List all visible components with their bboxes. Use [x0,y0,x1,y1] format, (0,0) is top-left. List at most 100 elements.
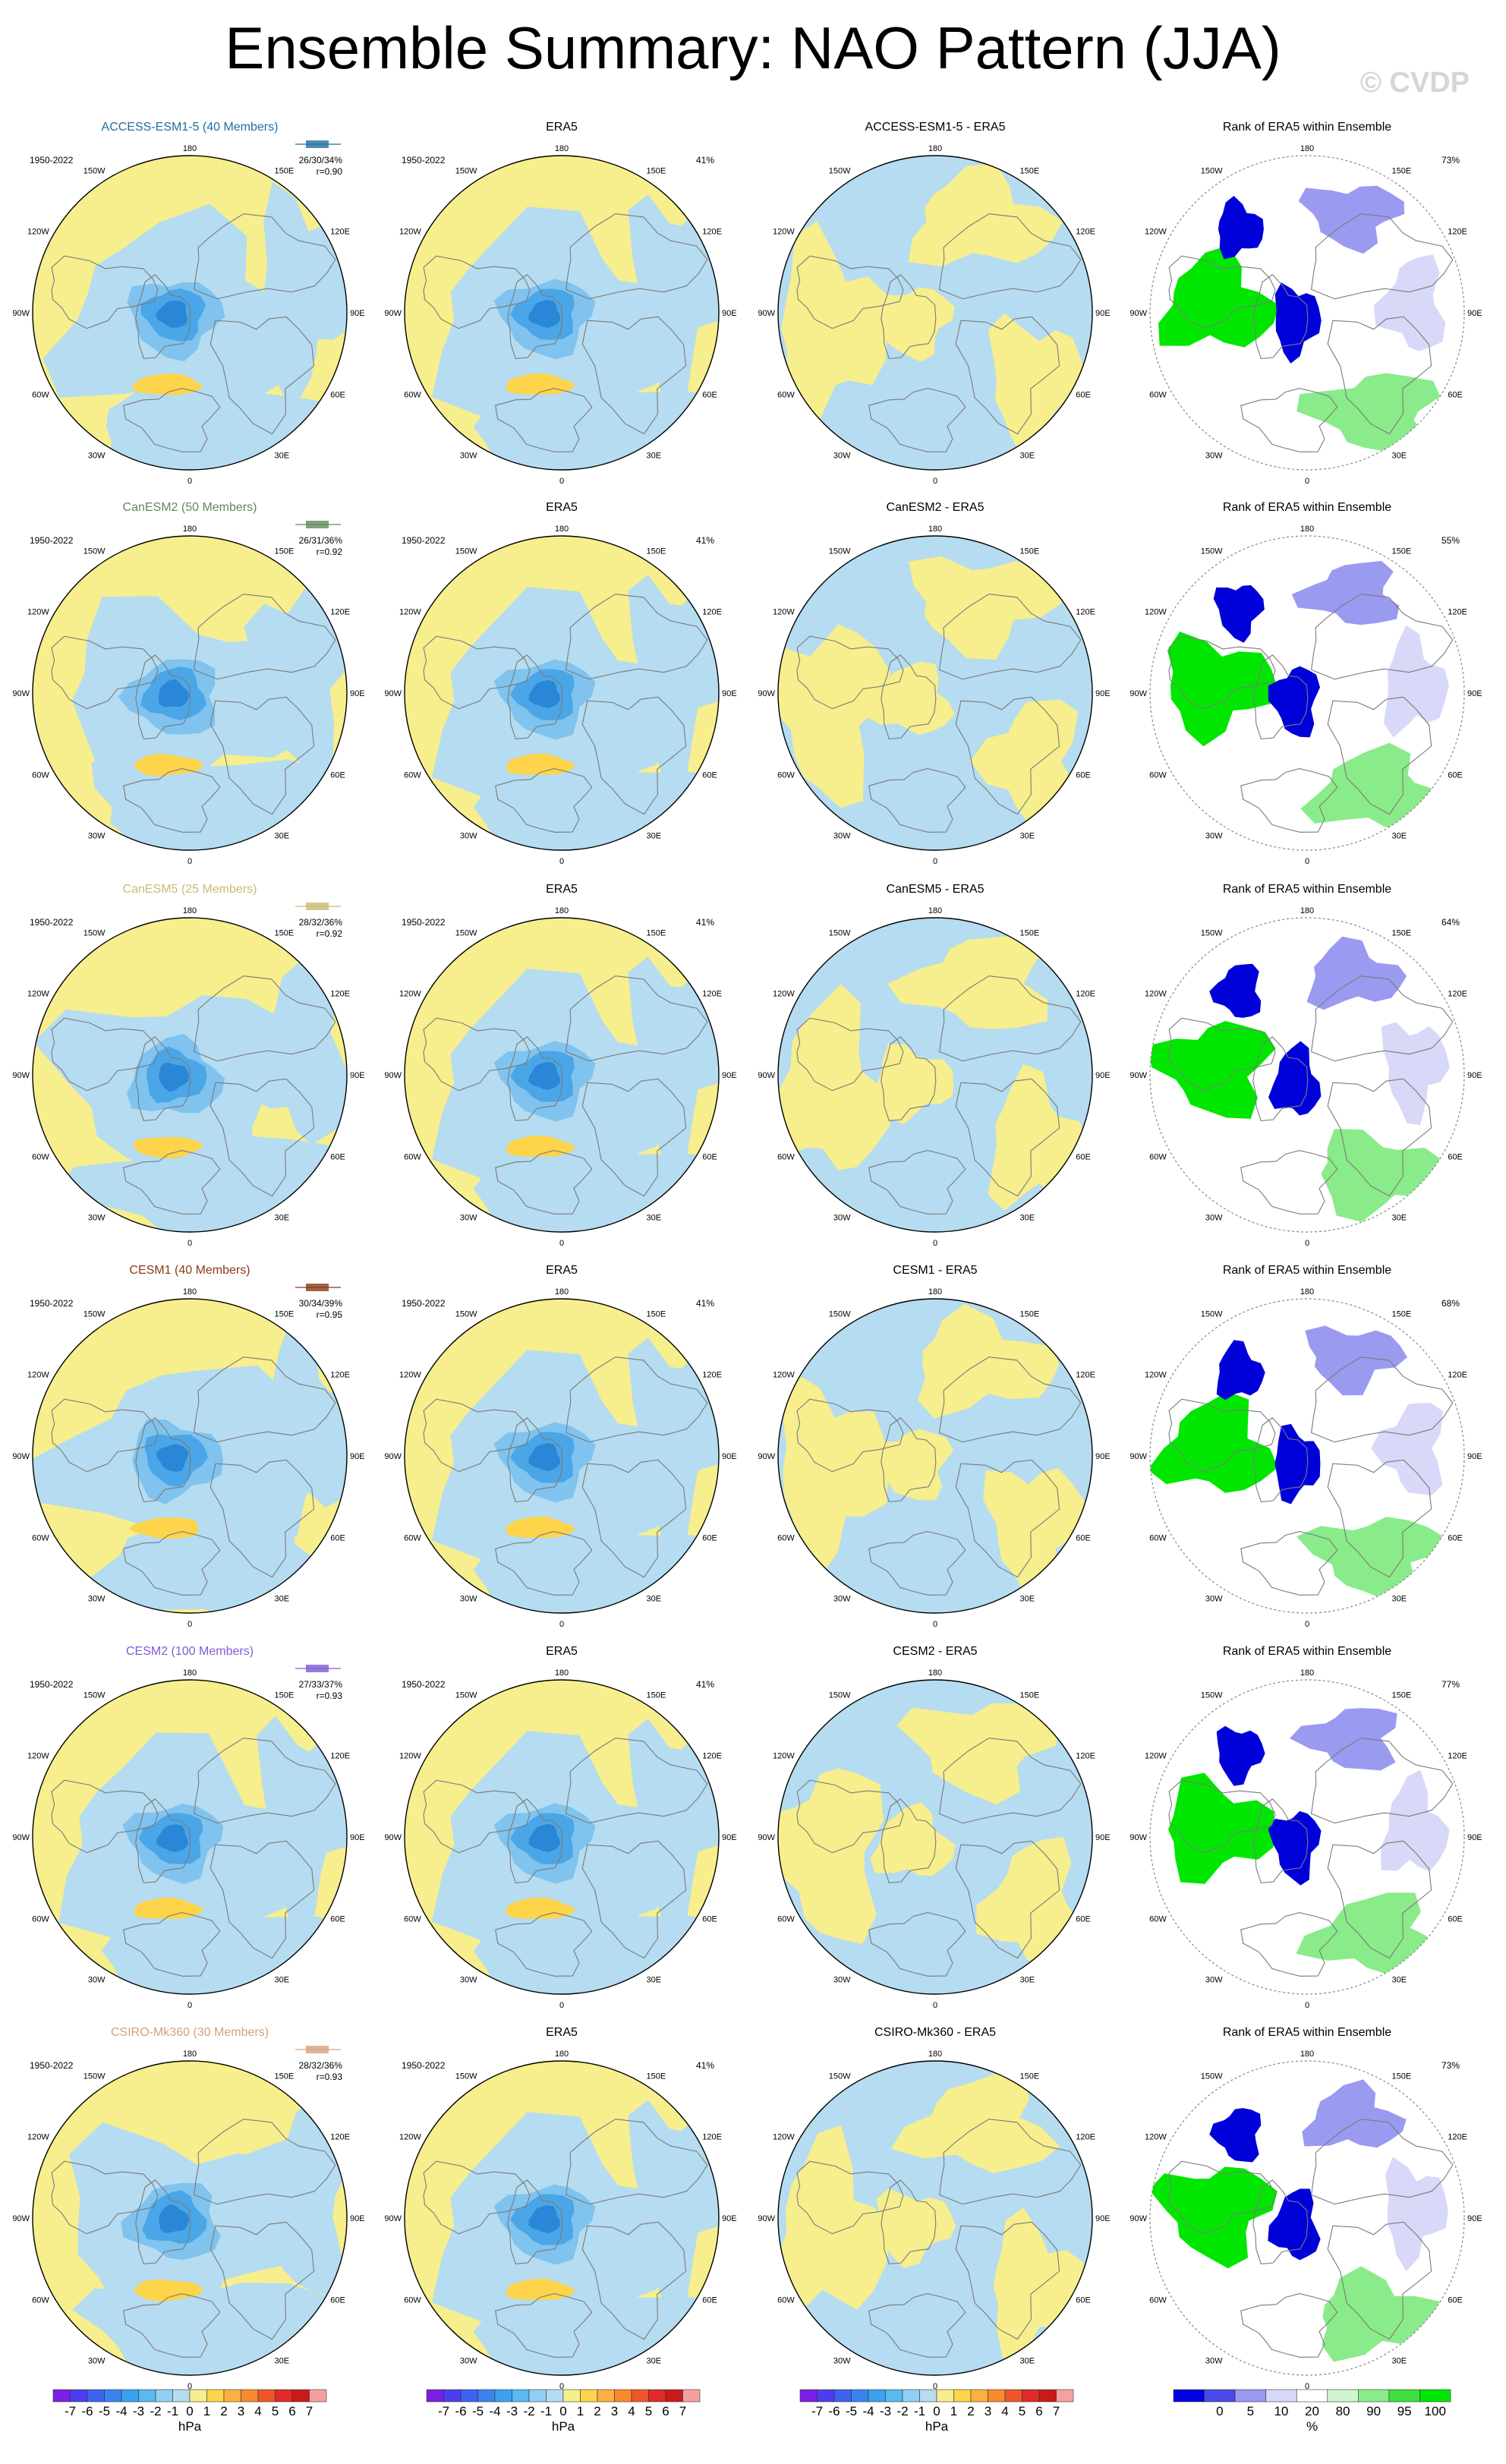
longitude-label-left: 90W [384,1833,402,1842]
rank-high-region [1296,373,1441,454]
longitude-label-lower-left-1: 60W [1149,1915,1167,1924]
longitude-label-top: 180 [1300,525,1314,534]
rank-percent: 68% [1441,1298,1460,1309]
rank-low-region [1291,561,1400,625]
model-period: 1950-2022 [30,155,74,165]
longitude-label-upper-right-2: 120E [1448,1371,1467,1380]
rank-low-region [1302,2079,1407,2148]
positive-region [778,2125,893,2314]
colorbar-rank: 0 5 10 20 80 90 95 100% [1173,2389,1451,2434]
era5-panel: ERA5 1950-2022 41% 180 0 90W 90E 150W 120W 150E 12… [384,1645,736,2010]
longitude-label-upper-left-2: 120W [773,1752,795,1761]
negative-core [156,1824,189,1852]
longitude-label-lower-left-1: 60W [404,1534,421,1543]
colorbar-swatch [528,2389,547,2403]
coastline-outline [955,2221,1060,2340]
map-field [43,181,347,470]
longitude-label-lower-left-1: 60W [32,1915,49,1924]
coastline-outline [581,1840,687,1959]
coastline-outline [423,255,531,329]
map-field [423,1719,719,1994]
coastline-outline [210,696,315,815]
coastline-outline [135,274,191,359]
map-field [781,163,1088,461]
coastline-outline [581,2221,687,2340]
model-panel: CESM2 (100 Members) 1950-2022 27/33/37%r=0… [12,1645,364,2010]
model-panel: ACCESS-ESM1-5 (40 Members) 1950-2022 26/30… [12,121,364,486]
longitude-label-lower-right-1: 60E [702,391,717,400]
difference-title: CanESM5 - ERA5 [887,883,985,896]
longitude-label-right: 90E [1467,1452,1482,1461]
colorbar-tick-label: -2 [150,2404,161,2418]
colorbar-swatch [87,2389,105,2403]
colorbar-swatch [631,2389,649,2403]
longitude-label-right: 90E [722,1071,737,1080]
longitude-label-bottom: 0 [559,2001,564,2010]
longitude-label-upper-right-2: 120E [330,1752,350,1761]
rank-map-boundary [1149,1679,1465,1995]
coastline-outline [938,1356,1082,1443]
rank-percent: 64% [1441,917,1460,928]
colorbar-swatch [1038,2389,1057,2403]
model-correlation: r=0.95 [317,1309,343,1320]
rank-high-region [1296,1892,1445,1974]
longitude-label-lower-right-2: 30E [275,1213,290,1222]
longitude-label-upper-right-2: 120E [330,990,350,999]
rank-map-boundary [1149,2060,1465,2376]
colorbar-tick-label: -1 [540,2404,552,2418]
spread-box [306,903,329,910]
longitude-label-upper-right-2: 120E [1448,2133,1467,2142]
longitude-label-upper-left-2: 120W [399,228,421,237]
model-title: ACCESS-ESM1-5 (40 Members) [102,121,279,134]
era5-variance-percent: 41% [696,155,714,165]
coastline-outline [1327,2221,1432,2340]
longitude-label-lower-left-2: 30W [88,1594,106,1603]
rank-low-region [1216,1725,1265,1786]
rank-high-region [1150,2166,1278,2269]
longitude-label-right: 90E [722,689,737,698]
longitude-label-upper-left-2: 120W [399,990,421,999]
longitude-label-right: 90E [1467,1833,1482,1842]
longitude-label-lower-right-2: 30E [1392,831,1407,840]
colorbar-swatch [291,2389,310,2403]
longitude-label-lower-right-1: 60E [702,1915,717,1924]
coastline-outline [881,1036,937,1121]
colorbar-swatch [477,2389,496,2403]
era5-title: ERA5 [546,1645,578,1658]
longitude-label-lower-right-2: 30E [275,831,290,840]
longitude-label-left: 90W [12,1071,30,1080]
colorbar-tick-label: 2 [967,2404,974,2418]
longitude-label-bottom: 0 [1305,1620,1309,1629]
coastline-outline [1327,1078,1432,1197]
colorbar-tick-label: 5 [1019,2404,1026,2418]
colorbar-swatch [1056,2389,1074,2403]
model-period: 1950-2022 [30,1298,74,1309]
longitude-label-lower-right-2: 30E [1020,1594,1035,1603]
longitude-label-left: 90W [384,689,402,698]
colorbar-tick-label: -4 [489,2404,500,2418]
longitude-label-upper-left-1: 150W [1201,1691,1223,1700]
model-correlation: r=0.93 [317,1690,343,1701]
longitude-label-lower-left-2: 30W [88,451,106,460]
longitude-label-upper-left-1: 150W [1201,167,1223,176]
longitude-label-upper-left-1: 150W [83,2072,106,2081]
model-period: 1950-2022 [30,1679,74,1690]
positive-region [778,1768,884,1944]
coastline-outline [495,768,593,833]
longitude-label-bottom: 0 [187,2382,192,2391]
longitude-label-lower-left-1: 60W [404,391,421,400]
coastline-outline [51,1398,159,1473]
map-boundary [32,535,348,851]
longitude-label-upper-right-1: 150E [1020,167,1040,176]
map-boundary [32,917,348,1233]
colorbar-tick-label: 0 [1216,2404,1223,2418]
longitude-label-top: 180 [555,2050,569,2059]
longitude-label-upper-right-1: 150E [647,929,666,938]
longitude-label-left: 90W [12,309,30,318]
longitude-label-upper-left-2: 120W [399,1752,421,1761]
colorbar-swatch [1358,2389,1390,2403]
longitude-label-lower-right-2: 30E [647,1594,662,1603]
longitude-label-upper-left-1: 150W [1201,2072,1223,2081]
longitude-label-left: 90W [1130,1833,1147,1842]
coastline-outline [955,316,1060,435]
